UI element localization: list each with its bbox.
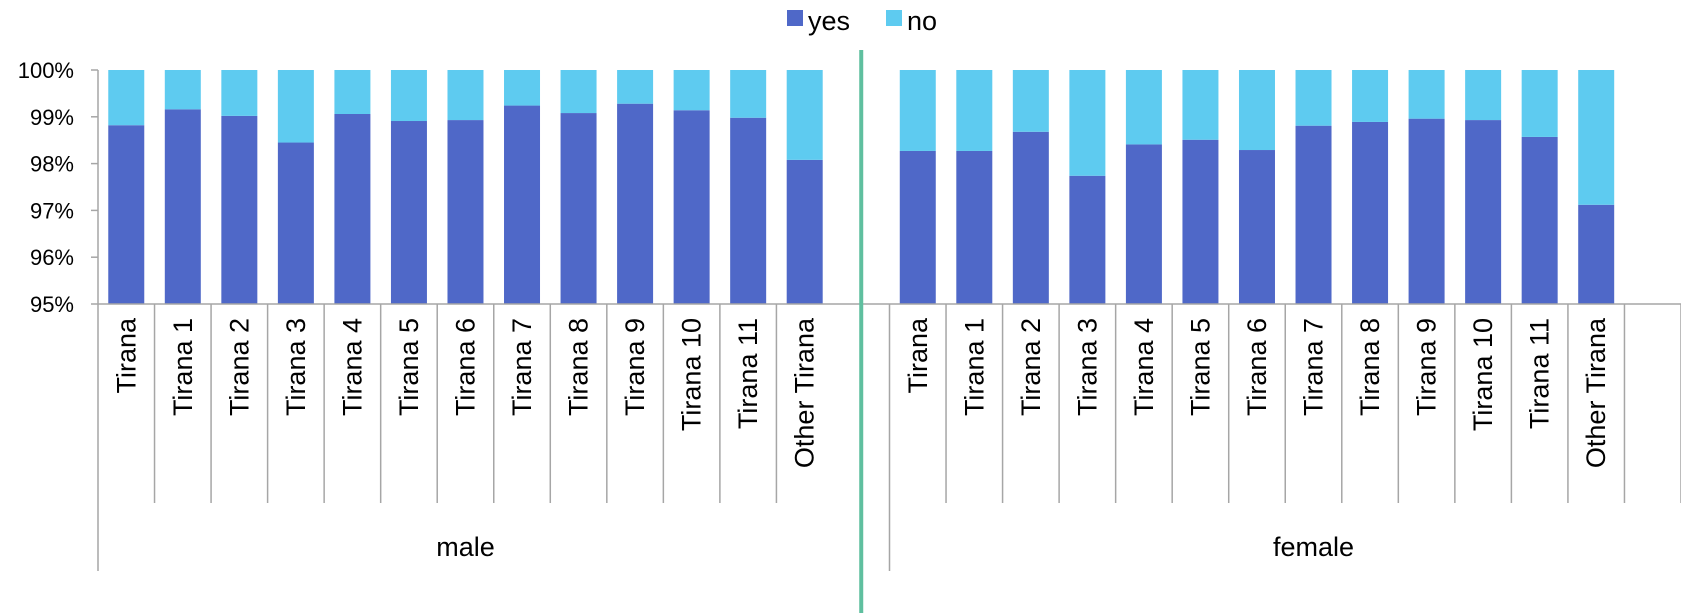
y-tick-label: 98% [30, 152, 74, 177]
bar-no [560, 70, 597, 114]
category-label: Tirana 2 [224, 318, 254, 416]
bar-no [108, 70, 145, 126]
category-label: Tirana 10 [677, 318, 707, 431]
bar-no [1578, 70, 1615, 205]
bar-yes [730, 117, 767, 305]
bar-yes [1182, 139, 1219, 304]
bar-no [673, 70, 710, 111]
category-label: Tirana [111, 317, 141, 394]
category-label: Tirana [903, 317, 933, 394]
bar-yes [447, 120, 484, 305]
bar-no [899, 70, 936, 151]
bar-yes [277, 142, 314, 304]
bar-yes [1125, 144, 1162, 304]
category-label: Tirana 4 [337, 318, 367, 416]
category-label: Tirana 10 [1468, 318, 1498, 431]
group-label-male: male [436, 532, 495, 562]
bar-yes [786, 159, 823, 304]
bar-no [1238, 70, 1275, 151]
legend-label-yes: yes [808, 6, 850, 36]
bar-no [617, 70, 654, 104]
category-label: Tirana 3 [1072, 318, 1102, 416]
bar-no [1182, 70, 1219, 140]
category-label: Other Tirana [790, 317, 820, 468]
bar-yes [1578, 204, 1615, 304]
bar-yes [956, 150, 993, 304]
bar-no [164, 70, 201, 110]
bar-yes [1012, 131, 1049, 304]
y-tick-label: 96% [30, 245, 74, 270]
bar-yes [1408, 118, 1445, 304]
bar-no [1125, 70, 1162, 145]
category-label: Tirana 1 [959, 318, 989, 416]
y-axis: 95% 96% 97% 98% 99% 100% [18, 58, 99, 317]
category-label: Tirana 3 [281, 318, 311, 416]
category-label: Tirana 6 [1242, 318, 1272, 416]
bar-no [447, 70, 484, 121]
bars [108, 70, 1615, 305]
legend-label-no: no [907, 6, 937, 36]
bar-no [334, 70, 371, 114]
bar-no [277, 70, 314, 143]
bar-no [504, 70, 541, 106]
bar-yes [1238, 150, 1275, 304]
bar-yes [334, 113, 371, 304]
bar-yes [1295, 125, 1332, 304]
category-label: Tirana 5 [1185, 318, 1215, 416]
bar-yes [1521, 136, 1558, 304]
bar-no [730, 70, 767, 118]
bar-yes [108, 125, 145, 304]
y-tick-label: 97% [30, 198, 74, 223]
category-label: Tirana 7 [1299, 318, 1329, 416]
category-label: Tirana 8 [564, 318, 594, 416]
legend-swatch-no [886, 10, 902, 26]
bar-no [786, 70, 823, 160]
category-label: Tirana 6 [450, 318, 480, 416]
bar-no [1012, 70, 1049, 132]
bar-yes [673, 110, 710, 304]
group-label-female: female [1273, 532, 1354, 562]
y-tick-label: 95% [30, 292, 74, 317]
category-label: Tirana 11 [733, 318, 763, 429]
bar-no [956, 70, 993, 151]
category-label: Tirana 11 [1525, 318, 1555, 429]
bar-no [1295, 70, 1332, 126]
category-label: Tirana 1 [168, 318, 198, 416]
bar-no [390, 70, 427, 122]
bar-no [1352, 70, 1389, 122]
category-label: Tirana 7 [507, 318, 537, 416]
category-label: Tirana 9 [620, 318, 650, 416]
category-label: Tirana 4 [1129, 318, 1159, 416]
y-tick-label: 100% [18, 58, 74, 83]
bar-yes [560, 113, 597, 304]
category-label: Tirana 2 [1016, 318, 1046, 416]
bar-yes [617, 103, 654, 304]
y-tick-label: 99% [30, 105, 74, 130]
bar-yes [899, 150, 936, 304]
bar-no [1408, 70, 1445, 119]
bar-no [1521, 70, 1558, 137]
bar-no [1069, 70, 1106, 176]
bar-yes [1465, 120, 1502, 305]
bar-no [1465, 70, 1502, 121]
legend-swatch-yes [787, 10, 803, 26]
category-label: Tirana 5 [394, 318, 424, 416]
bar-yes [1069, 175, 1106, 304]
category-label: Other Tirana [1581, 317, 1611, 468]
category-label: Tirana 9 [1412, 318, 1442, 416]
bar-no [221, 70, 258, 116]
legend: yes no [787, 6, 937, 36]
bar-yes [164, 109, 201, 304]
category-label: Tirana 8 [1355, 318, 1385, 416]
bar-yes [1352, 121, 1389, 304]
bar-yes [504, 105, 541, 305]
bar-yes [221, 115, 258, 304]
bar-yes [390, 121, 427, 305]
x-axis: Tirana Tirana 1 Tirana 2 Tirana 3 Tirana 4 Ti… [97, 303, 1681, 571]
